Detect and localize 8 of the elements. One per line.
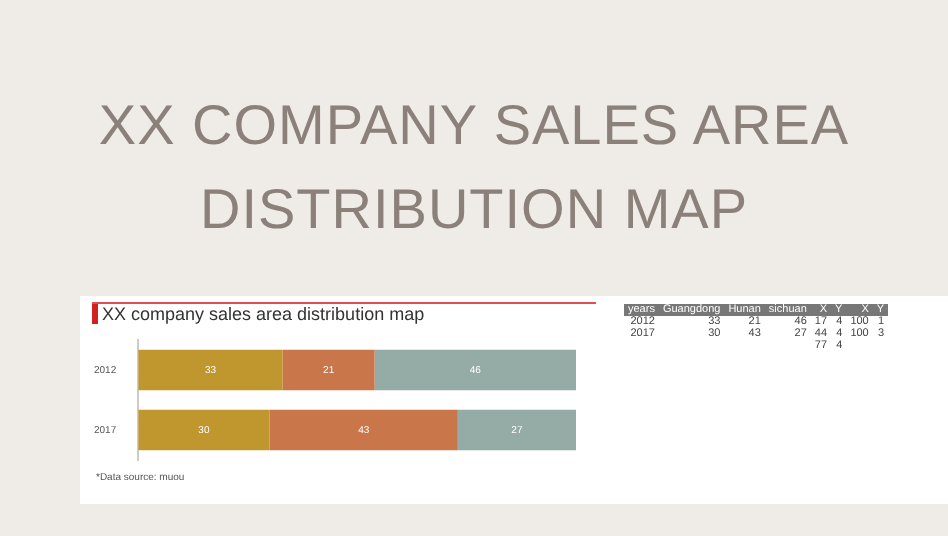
bar [269, 409, 458, 451]
chart-subtitle: XX company sales area distribution map [92, 304, 425, 324]
bar [138, 349, 283, 391]
bar [457, 409, 576, 451]
bar [138, 409, 270, 451]
bar [282, 349, 375, 391]
chart-title: XX COMPANY SALES AREA DISTRIBUTION MAP [96, 92, 852, 244]
bar [374, 349, 576, 391]
